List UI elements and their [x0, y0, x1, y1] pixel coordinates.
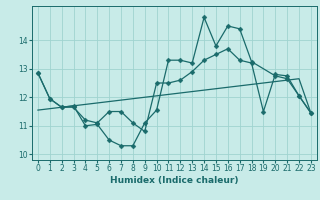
- X-axis label: Humidex (Indice chaleur): Humidex (Indice chaleur): [110, 176, 239, 185]
